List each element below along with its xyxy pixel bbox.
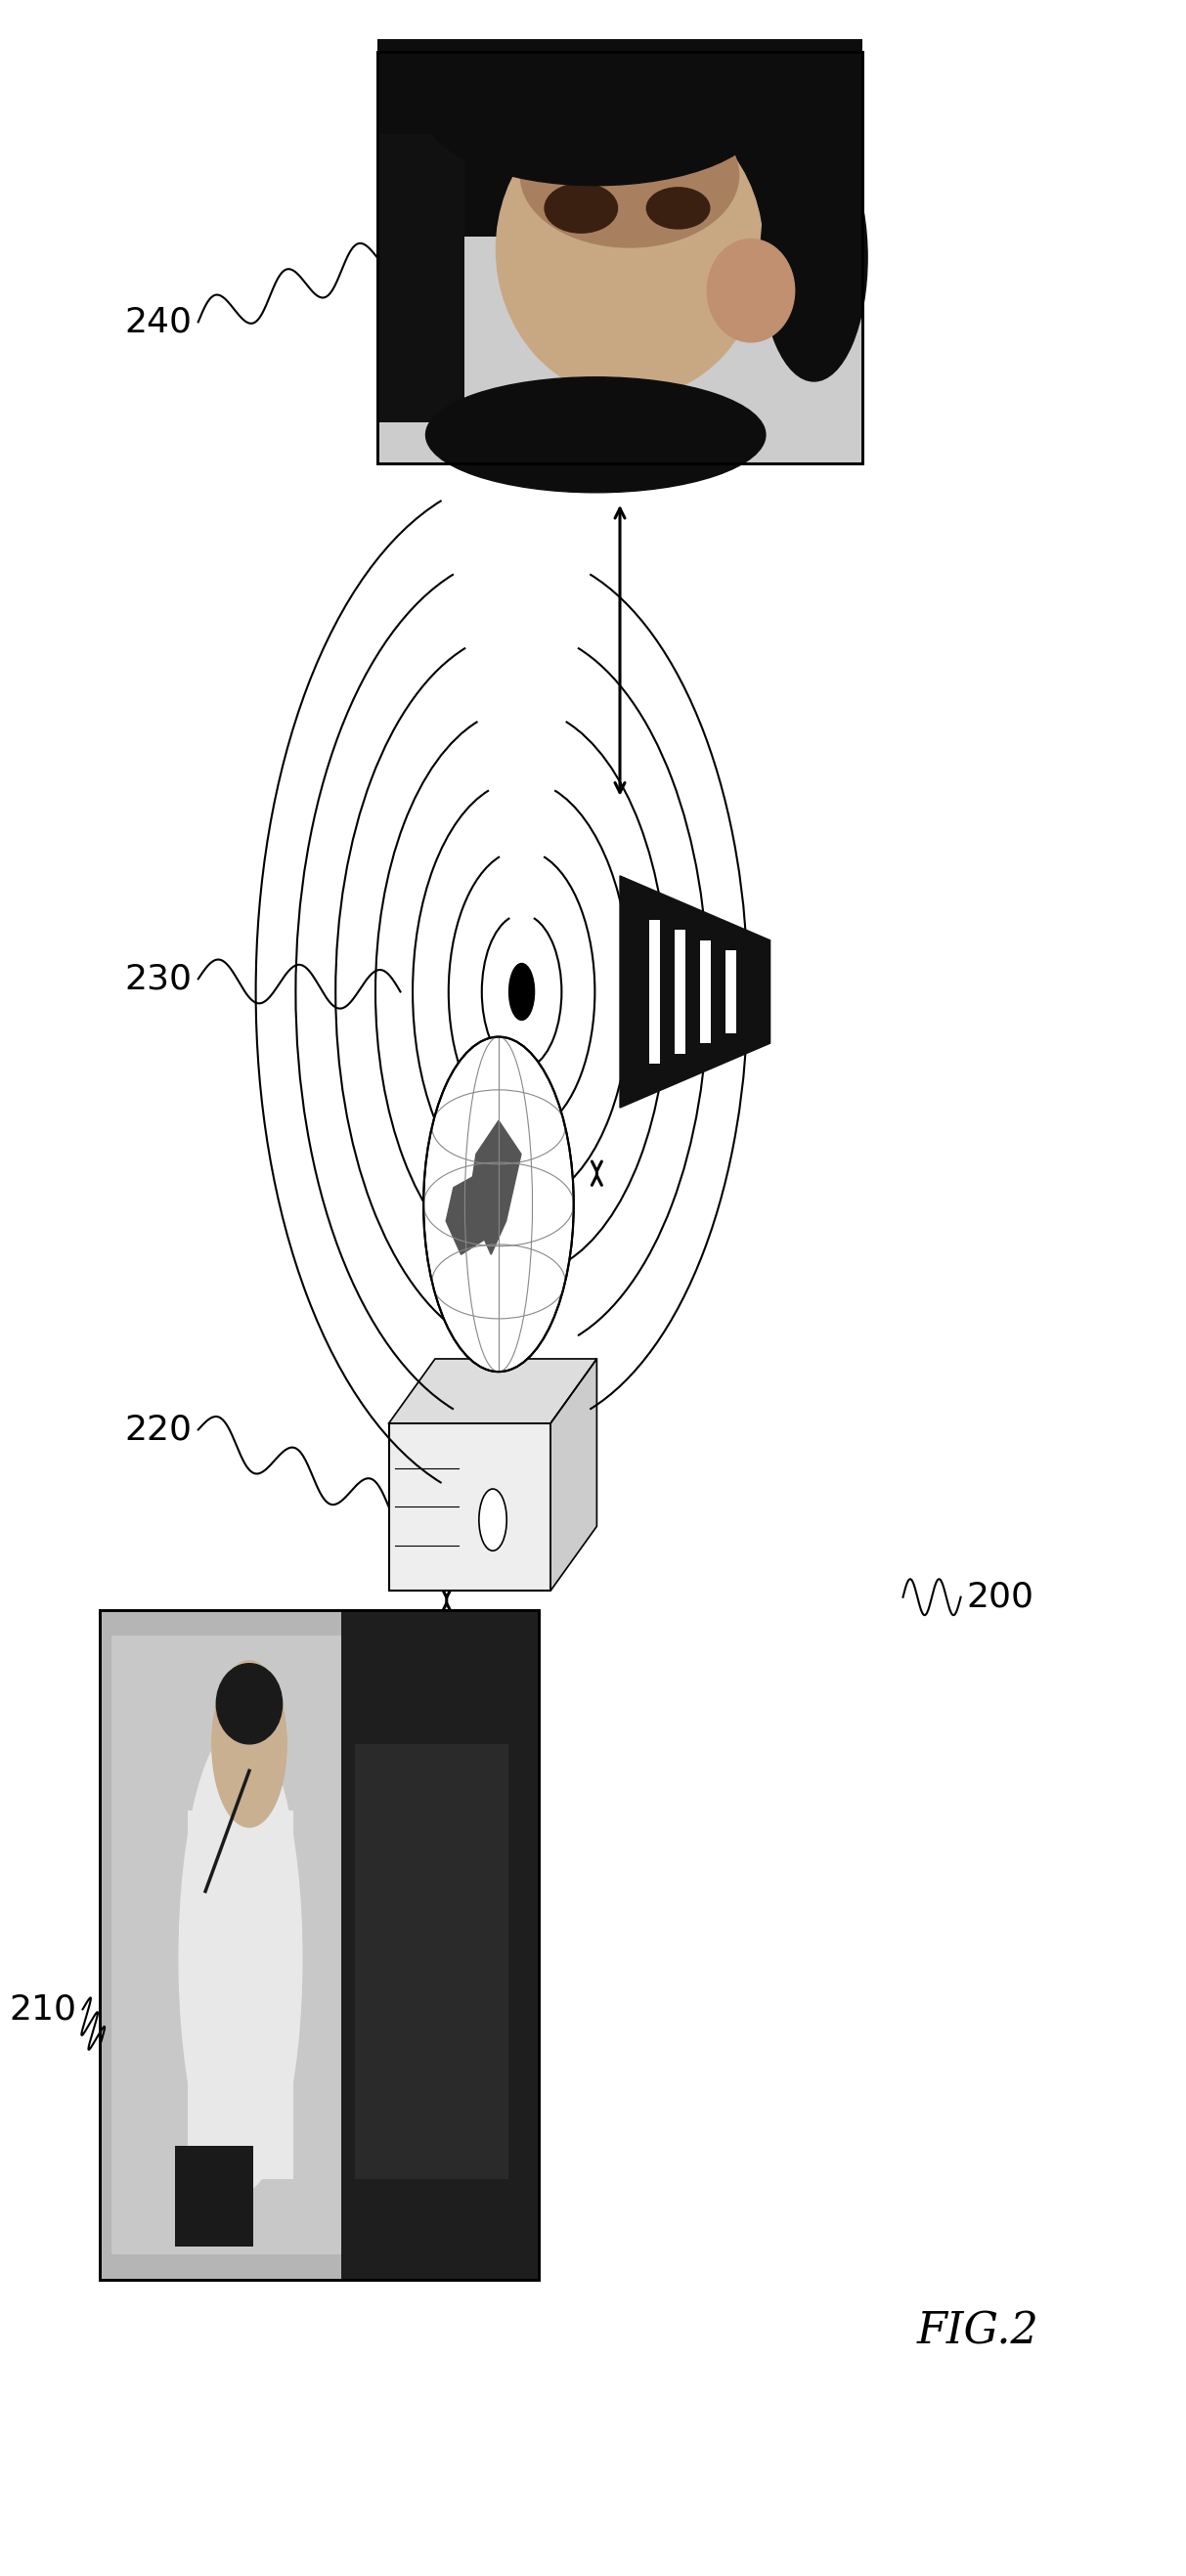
Text: 230: 230 <box>125 963 192 994</box>
Bar <box>377 52 862 464</box>
Text: 210: 210 <box>9 1994 77 2025</box>
Bar <box>674 930 686 1054</box>
Bar <box>342 1610 538 2280</box>
Polygon shape <box>389 1360 597 1422</box>
Bar <box>700 940 712 1043</box>
Polygon shape <box>468 1121 521 1255</box>
Ellipse shape <box>426 41 765 185</box>
Ellipse shape <box>707 240 795 343</box>
Circle shape <box>212 1662 287 1826</box>
Bar <box>377 52 862 464</box>
Text: 220: 220 <box>125 1414 192 1445</box>
Bar <box>100 1610 538 2280</box>
Text: 240: 240 <box>125 307 192 337</box>
Ellipse shape <box>760 134 867 381</box>
Bar <box>111 1636 528 2254</box>
Bar <box>100 1610 538 2280</box>
Polygon shape <box>620 876 770 1108</box>
Text: FIG.2: FIG.2 <box>917 2311 1039 2352</box>
Polygon shape <box>446 1172 487 1255</box>
Circle shape <box>509 963 535 1020</box>
Text: 200: 200 <box>967 1582 1034 1613</box>
Polygon shape <box>550 1360 597 1592</box>
Bar <box>187 1811 293 2179</box>
Bar <box>649 920 661 1064</box>
Ellipse shape <box>521 103 739 247</box>
Ellipse shape <box>496 100 763 397</box>
Ellipse shape <box>646 188 709 229</box>
FancyBboxPatch shape <box>377 39 862 237</box>
Ellipse shape <box>426 376 765 492</box>
Circle shape <box>479 1489 506 1551</box>
Ellipse shape <box>179 1723 302 2192</box>
Ellipse shape <box>216 1664 282 1744</box>
Bar <box>725 951 737 1033</box>
Bar <box>174 2146 254 2246</box>
Bar <box>389 1425 550 1592</box>
FancyBboxPatch shape <box>377 134 465 422</box>
Circle shape <box>423 1038 574 1373</box>
Bar <box>355 1744 509 2179</box>
Ellipse shape <box>544 183 618 232</box>
